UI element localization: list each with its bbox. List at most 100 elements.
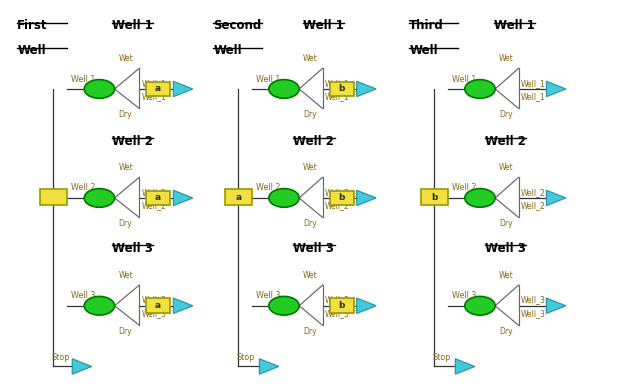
- Text: a: a: [155, 193, 161, 202]
- Text: Well 1: Well 1: [303, 19, 344, 32]
- Text: Dry: Dry: [303, 219, 317, 228]
- Text: Well 2: Well 2: [71, 183, 95, 192]
- Circle shape: [269, 296, 299, 315]
- Circle shape: [465, 189, 495, 207]
- Circle shape: [465, 296, 495, 315]
- Text: b: b: [338, 301, 345, 310]
- FancyBboxPatch shape: [330, 82, 354, 96]
- Text: Well_3: Well_3: [325, 296, 350, 305]
- Polygon shape: [546, 81, 566, 97]
- Text: Well_3: Well_3: [142, 296, 166, 305]
- Text: Third: Third: [409, 19, 444, 32]
- Text: Well_2: Well_2: [142, 201, 166, 211]
- Text: Well 3: Well 3: [293, 241, 335, 254]
- Text: Wet: Wet: [303, 271, 318, 280]
- FancyBboxPatch shape: [330, 298, 354, 313]
- Text: Wet: Wet: [303, 54, 318, 63]
- Circle shape: [84, 296, 114, 315]
- Text: Well: Well: [213, 44, 242, 57]
- FancyBboxPatch shape: [146, 82, 170, 96]
- Text: Well 1: Well 1: [112, 19, 153, 32]
- Text: Dry: Dry: [499, 327, 512, 336]
- Text: Well 3: Well 3: [71, 291, 95, 300]
- Text: Well_2: Well_2: [521, 188, 546, 197]
- Text: Well 2: Well 2: [112, 134, 153, 147]
- Text: First: First: [17, 19, 48, 32]
- Text: Well_3: Well_3: [325, 309, 350, 318]
- Text: Stop: Stop: [237, 353, 255, 362]
- Text: Well 2: Well 2: [485, 134, 526, 147]
- Text: Dry: Dry: [118, 327, 132, 336]
- Text: Dry: Dry: [303, 327, 317, 336]
- Text: Well 1: Well 1: [494, 19, 535, 32]
- Text: Well 1: Well 1: [71, 74, 95, 83]
- Text: b: b: [338, 193, 345, 202]
- Text: Well_3: Well_3: [521, 309, 546, 318]
- Polygon shape: [546, 190, 566, 206]
- FancyBboxPatch shape: [225, 189, 251, 205]
- Text: Well 2: Well 2: [452, 183, 477, 192]
- Text: Well_3: Well_3: [142, 309, 166, 318]
- Text: a: a: [155, 84, 161, 93]
- Text: Stop: Stop: [432, 353, 451, 362]
- Text: Well_1: Well_1: [521, 93, 546, 102]
- FancyBboxPatch shape: [421, 189, 448, 205]
- Text: Dry: Dry: [499, 219, 512, 228]
- Text: Wet: Wet: [118, 271, 133, 280]
- Text: Well_1: Well_1: [325, 93, 350, 102]
- Polygon shape: [259, 359, 279, 374]
- Text: Second: Second: [213, 19, 262, 32]
- Polygon shape: [173, 190, 193, 206]
- Text: Well_1: Well_1: [142, 79, 166, 88]
- Circle shape: [84, 80, 114, 98]
- Text: Dry: Dry: [303, 110, 317, 119]
- Text: Well: Well: [17, 44, 46, 57]
- Circle shape: [269, 189, 299, 207]
- Text: a: a: [155, 301, 161, 310]
- FancyBboxPatch shape: [146, 298, 170, 313]
- FancyBboxPatch shape: [330, 191, 354, 205]
- Text: Well_2: Well_2: [325, 201, 350, 211]
- FancyBboxPatch shape: [146, 191, 170, 205]
- Text: Well 3: Well 3: [256, 291, 281, 300]
- Text: Wet: Wet: [303, 163, 318, 172]
- Circle shape: [269, 80, 299, 98]
- Polygon shape: [546, 298, 566, 314]
- Text: Wet: Wet: [499, 54, 514, 63]
- FancyBboxPatch shape: [40, 189, 67, 205]
- Circle shape: [465, 80, 495, 98]
- Text: Well_1: Well_1: [325, 79, 350, 88]
- Text: Well_1: Well_1: [142, 93, 166, 102]
- Text: Well_1: Well_1: [521, 79, 546, 88]
- Text: Dry: Dry: [118, 219, 132, 228]
- Text: Wet: Wet: [499, 163, 514, 172]
- Text: Well 2: Well 2: [293, 134, 335, 147]
- Polygon shape: [455, 359, 475, 374]
- Polygon shape: [357, 81, 376, 97]
- Text: Well_3: Well_3: [521, 296, 546, 305]
- Text: Well: Well: [409, 44, 438, 57]
- Polygon shape: [173, 81, 193, 97]
- Text: a: a: [236, 192, 241, 201]
- Polygon shape: [72, 359, 91, 374]
- Text: Well 3: Well 3: [452, 291, 476, 300]
- Text: Well_2: Well_2: [142, 188, 166, 197]
- Text: Well 3: Well 3: [485, 241, 526, 254]
- Text: Well 1: Well 1: [256, 74, 281, 83]
- Text: Well 2: Well 2: [256, 183, 281, 192]
- Text: Well 3: Well 3: [112, 241, 153, 254]
- Text: Wet: Wet: [499, 271, 514, 280]
- Text: Stop: Stop: [51, 353, 70, 362]
- Text: Well_2: Well_2: [325, 188, 350, 197]
- Polygon shape: [357, 298, 376, 314]
- Text: Well_2: Well_2: [521, 201, 546, 211]
- Text: Dry: Dry: [499, 110, 512, 119]
- Text: b: b: [338, 84, 345, 93]
- Text: Wet: Wet: [118, 54, 133, 63]
- Text: Well 1: Well 1: [452, 74, 476, 83]
- Circle shape: [84, 189, 114, 207]
- Text: Dry: Dry: [118, 110, 132, 119]
- Text: b: b: [431, 192, 438, 201]
- Polygon shape: [357, 190, 376, 206]
- Polygon shape: [173, 298, 193, 314]
